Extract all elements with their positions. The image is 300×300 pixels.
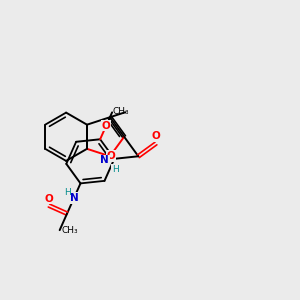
Text: O: O <box>106 151 115 161</box>
Text: N: N <box>70 193 79 203</box>
Text: O: O <box>45 194 53 204</box>
Text: N: N <box>100 155 109 165</box>
Text: H: H <box>112 165 119 174</box>
Text: O: O <box>102 121 111 130</box>
Text: CH₃: CH₃ <box>61 226 78 235</box>
Text: CH₃: CH₃ <box>112 107 129 116</box>
Text: O: O <box>152 131 160 141</box>
Text: H: H <box>64 188 71 197</box>
